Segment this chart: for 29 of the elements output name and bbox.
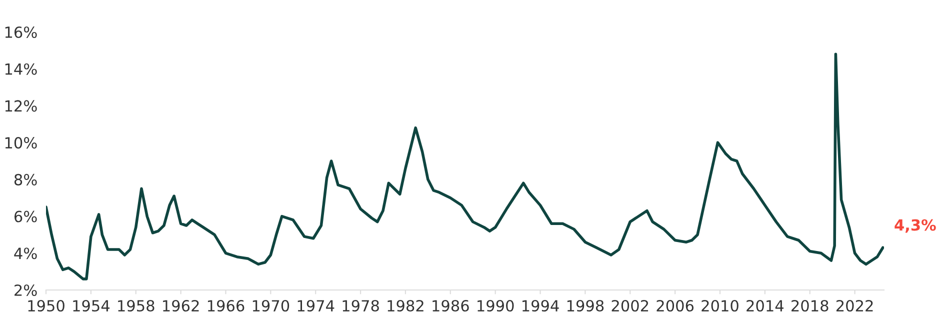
x-tick-label: 2010 xyxy=(702,300,738,312)
x-tick-label: 1974 xyxy=(298,300,334,312)
x-tick-label: 1990 xyxy=(478,300,514,312)
y-tick-label: 10% xyxy=(5,137,37,149)
x-tick-label: 2018 xyxy=(792,300,828,312)
line-series xyxy=(46,52,884,280)
x-tick-label: 1994 xyxy=(522,300,559,312)
x-tick-label: 1950 xyxy=(28,300,64,312)
y-tick-label: 14% xyxy=(5,63,37,75)
x-tick-label: 2006 xyxy=(656,300,694,312)
x-tick-label: 1954 xyxy=(73,300,110,312)
x-tick-label: 2014 xyxy=(746,300,784,312)
x-tick-label: 1986 xyxy=(432,300,469,312)
y-tick-label: 6% xyxy=(14,210,37,222)
x-tick-label: 1998 xyxy=(567,300,604,312)
annotation: 4,3% xyxy=(894,219,936,233)
x-tick-label: 1970 xyxy=(252,300,290,312)
x-tick-label: 2022 xyxy=(836,300,873,312)
y-tick-label: 16% xyxy=(5,26,37,38)
x-tick-label: 1962 xyxy=(163,300,199,312)
x-tick-label: 2002 xyxy=(612,300,648,312)
x-tick-label: 1982 xyxy=(388,300,424,312)
y-tick-label: 4% xyxy=(14,248,37,260)
x-tick-label: 1978 xyxy=(342,300,379,312)
y-tick-label: 8% xyxy=(14,174,37,186)
x-tick-label: 1966 xyxy=(208,300,244,312)
y-tick-label: 2% xyxy=(14,284,37,296)
y-tick-label: 12% xyxy=(5,100,37,112)
x-tick-label: 1958 xyxy=(118,300,154,312)
